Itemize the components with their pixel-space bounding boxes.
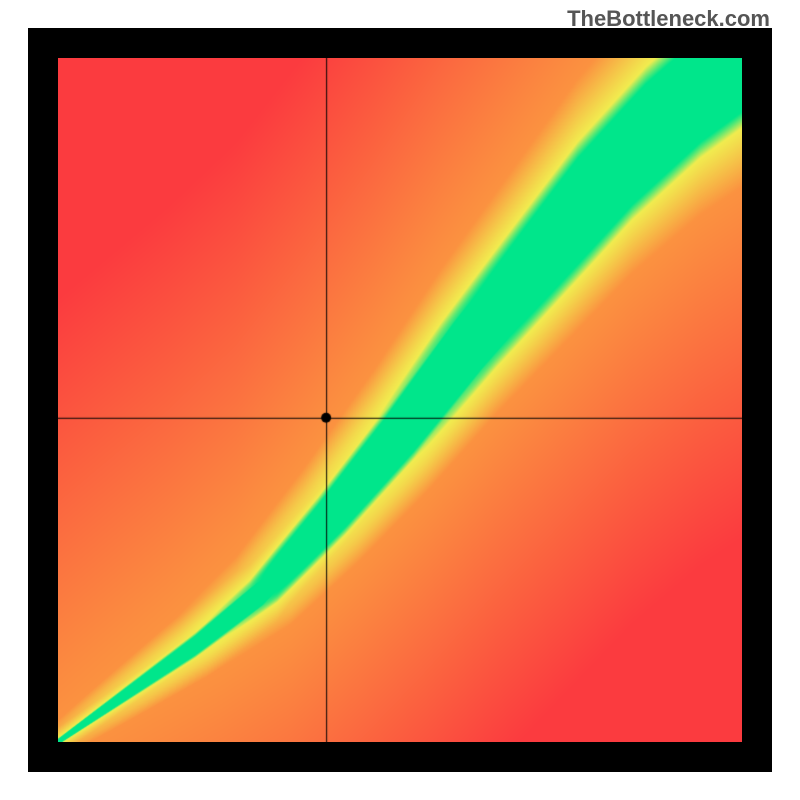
chart-container: TheBottleneck.com: [0, 0, 800, 800]
watermark-text: TheBottleneck.com: [567, 6, 770, 32]
chart-plot-area: [58, 58, 742, 742]
heatmap-canvas: [58, 58, 742, 742]
chart-black-frame: [28, 28, 772, 772]
